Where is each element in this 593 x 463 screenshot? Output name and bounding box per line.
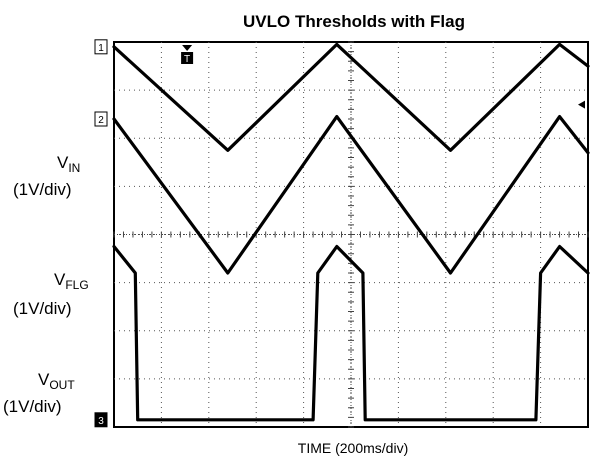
svg-text:(1V/div): (1V/div) [3, 397, 62, 416]
svg-text:(1V/div): (1V/div) [13, 299, 72, 318]
channel-marker-box [94, 111, 108, 127]
channel-marker-box [94, 412, 108, 428]
channel-marker-1: 1 [94, 39, 108, 55]
trace-vout [112, 244, 590, 422]
label-vin: VIN (1V/div) [13, 153, 80, 199]
chart-title: UVLO Thresholds with Flag [243, 12, 465, 31]
trigger-label: T [184, 54, 190, 65]
channel-marker-2: 2 [94, 111, 108, 127]
svg-text:VFLG: VFLG [54, 270, 89, 292]
svg-text:VIN: VIN [57, 153, 80, 175]
x-axis-label: TIME (200ms/div) [298, 440, 408, 456]
traces [112, 42, 590, 422]
label-vflg: VFLG (1V/div) [13, 270, 89, 318]
trigger-box [181, 52, 194, 64]
channel-marker-box [94, 39, 108, 55]
trigger-marker: T [181, 45, 194, 65]
label-vout: VOUT (1V/div) [3, 370, 75, 416]
trace-vflg [112, 114, 590, 275]
channel-marker-label: 3 [98, 416, 104, 427]
level-marker [578, 100, 585, 109]
channel-marker-3: 3 [94, 412, 108, 428]
trigger-level-arrow [578, 100, 585, 109]
trigger-arrow [182, 45, 193, 51]
svg-text:(1V/div): (1V/div) [13, 180, 72, 199]
channel-marker-label: 2 [98, 115, 104, 126]
trace-vin [112, 42, 590, 152]
svg-text:VOUT: VOUT [38, 370, 75, 392]
channel-marker-label: 1 [98, 43, 104, 54]
channel-markers: 1 2 3 [94, 39, 108, 428]
